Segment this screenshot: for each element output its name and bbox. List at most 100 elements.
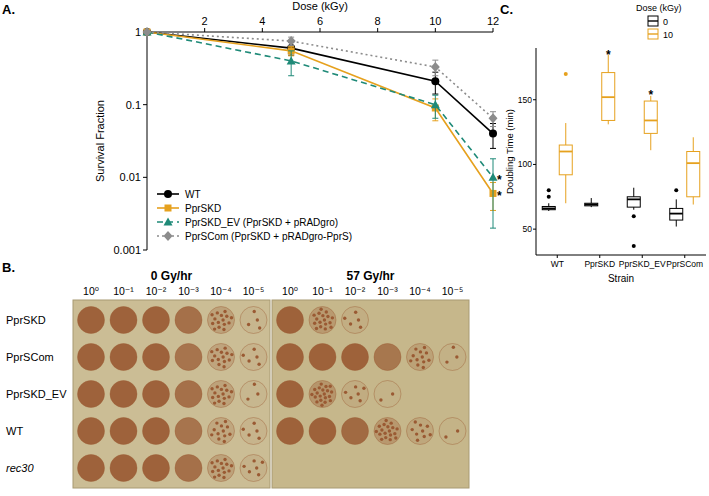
panel-a: 24681012Dose (kGy)0.0010.010.11Survival … (94, 0, 502, 256)
colony (320, 404, 323, 407)
colony (223, 310, 226, 313)
colony (329, 399, 332, 402)
legend-marker (165, 205, 172, 212)
colony (242, 465, 245, 468)
x-tick (320, 28, 321, 32)
spot (374, 344, 401, 371)
dilution-label: 10⁰ (83, 285, 99, 297)
colony (258, 326, 261, 329)
colony (318, 321, 321, 324)
colony (256, 318, 259, 321)
error-bar (490, 124, 496, 149)
spot-area (374, 418, 401, 445)
spot-area (78, 455, 105, 482)
y-tick-label: 1 (135, 26, 141, 38)
y-tick-label: 100 (518, 159, 532, 169)
box (559, 145, 572, 175)
error-bar-cap (288, 50, 294, 51)
colony (213, 465, 216, 468)
spot (374, 307, 401, 334)
figure: A.B.C.24681012Dose (kGy)0.0010.010.11Sur… (0, 0, 709, 496)
panel-label: B. (2, 260, 15, 275)
spot (277, 455, 304, 482)
colony (227, 469, 230, 472)
colony (452, 346, 455, 349)
colony (216, 432, 219, 435)
annotation: * (606, 48, 611, 62)
error-bar-cap (490, 126, 496, 127)
spot (309, 455, 336, 482)
colony (388, 429, 391, 432)
spot (240, 381, 267, 408)
error-bar-cap (490, 228, 496, 229)
colony (230, 316, 233, 319)
spot (240, 418, 267, 445)
spot-area (342, 418, 369, 445)
spot-area (175, 344, 202, 371)
marker (287, 36, 296, 46)
spot (208, 455, 235, 482)
colony (217, 321, 220, 324)
x-tick (642, 255, 643, 258)
spot-area (439, 307, 466, 334)
error-bar (432, 72, 438, 94)
spot-area (240, 455, 267, 482)
colony (423, 346, 426, 349)
colony (220, 351, 223, 354)
legend-key-median (648, 20, 658, 21)
colony (312, 313, 315, 316)
spot (374, 418, 401, 445)
spot (175, 418, 202, 445)
colony (221, 355, 224, 358)
colony (228, 358, 231, 361)
spot-area (208, 418, 235, 445)
colony (329, 325, 332, 328)
y-tick-label: 0.1 (126, 99, 141, 111)
spot (143, 418, 170, 445)
colony (422, 366, 425, 369)
colony (223, 323, 226, 326)
median (644, 120, 657, 122)
colony (328, 395, 331, 398)
spot-area (110, 381, 137, 408)
spot (208, 418, 235, 445)
colony (222, 402, 225, 405)
colony (223, 384, 226, 387)
colony (242, 427, 245, 430)
colony (379, 398, 382, 401)
dilution-label: 10⁻⁵ (442, 285, 464, 297)
colony (328, 321, 331, 324)
colony (213, 354, 216, 357)
legend-key-median (648, 33, 658, 34)
colony (421, 355, 424, 358)
colony (252, 348, 255, 351)
median (687, 162, 700, 164)
spot-area (240, 418, 267, 445)
y-tick (143, 104, 147, 105)
colony (247, 359, 250, 362)
y-tick (143, 177, 147, 178)
y-tick-label: 150 (518, 95, 532, 105)
error-bar-cap (490, 148, 496, 149)
colony (223, 397, 226, 400)
y-tick-label: 0.001 (113, 244, 141, 256)
colony (227, 395, 230, 398)
colony (221, 318, 224, 321)
colony (230, 353, 233, 356)
colony (359, 326, 362, 329)
spot-area (78, 344, 105, 371)
x-tick (204, 28, 205, 32)
colony (382, 423, 385, 426)
error-bar-cap (432, 94, 438, 95)
colony (217, 437, 220, 440)
x-tick-label: 10 (429, 15, 441, 27)
spot (110, 344, 137, 371)
x-tick-label: PprSKD (584, 259, 615, 269)
spot-area (309, 344, 336, 371)
colony (455, 355, 458, 358)
colony (325, 310, 328, 313)
colony (228, 433, 231, 436)
x-axis-label: Strain (608, 273, 634, 284)
series-line (147, 32, 493, 177)
spot (407, 307, 434, 334)
